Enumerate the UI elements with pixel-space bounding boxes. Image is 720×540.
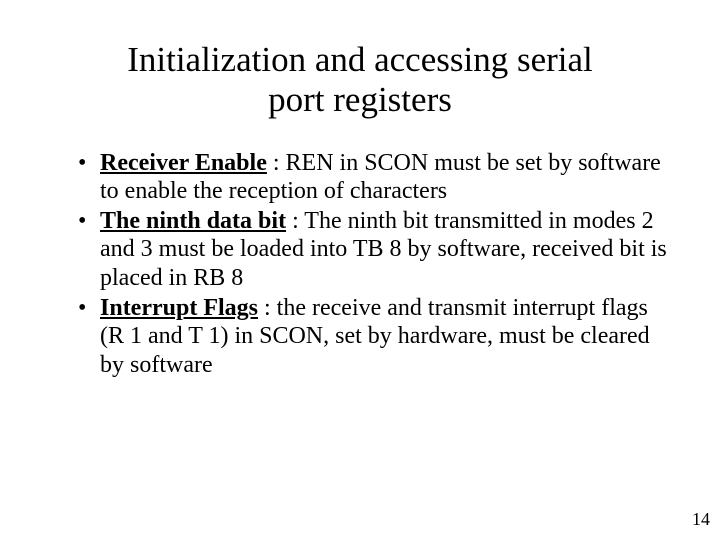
bullet-list: Receiver Enable : REN in SCON must be se… <box>0 149 720 380</box>
list-item: Interrupt Flags : the receive and transm… <box>78 294 670 379</box>
title-line-2: port registers <box>268 80 452 119</box>
bullet-term: Receiver Enable <box>100 150 267 176</box>
bullet-term: Interrupt Flags <box>100 295 258 321</box>
list-item: Receiver Enable : REN in SCON must be se… <box>78 149 670 206</box>
list-item: The ninth data bit : The ninth bit trans… <box>78 207 670 292</box>
slide-title: Initialization and accessing serial port… <box>0 0 720 121</box>
title-line-1: Initialization and accessing serial <box>127 40 593 79</box>
bullet-term: The ninth data bit <box>100 208 286 234</box>
slide: Initialization and accessing serial port… <box>0 0 720 540</box>
page-number: 14 <box>692 509 710 530</box>
